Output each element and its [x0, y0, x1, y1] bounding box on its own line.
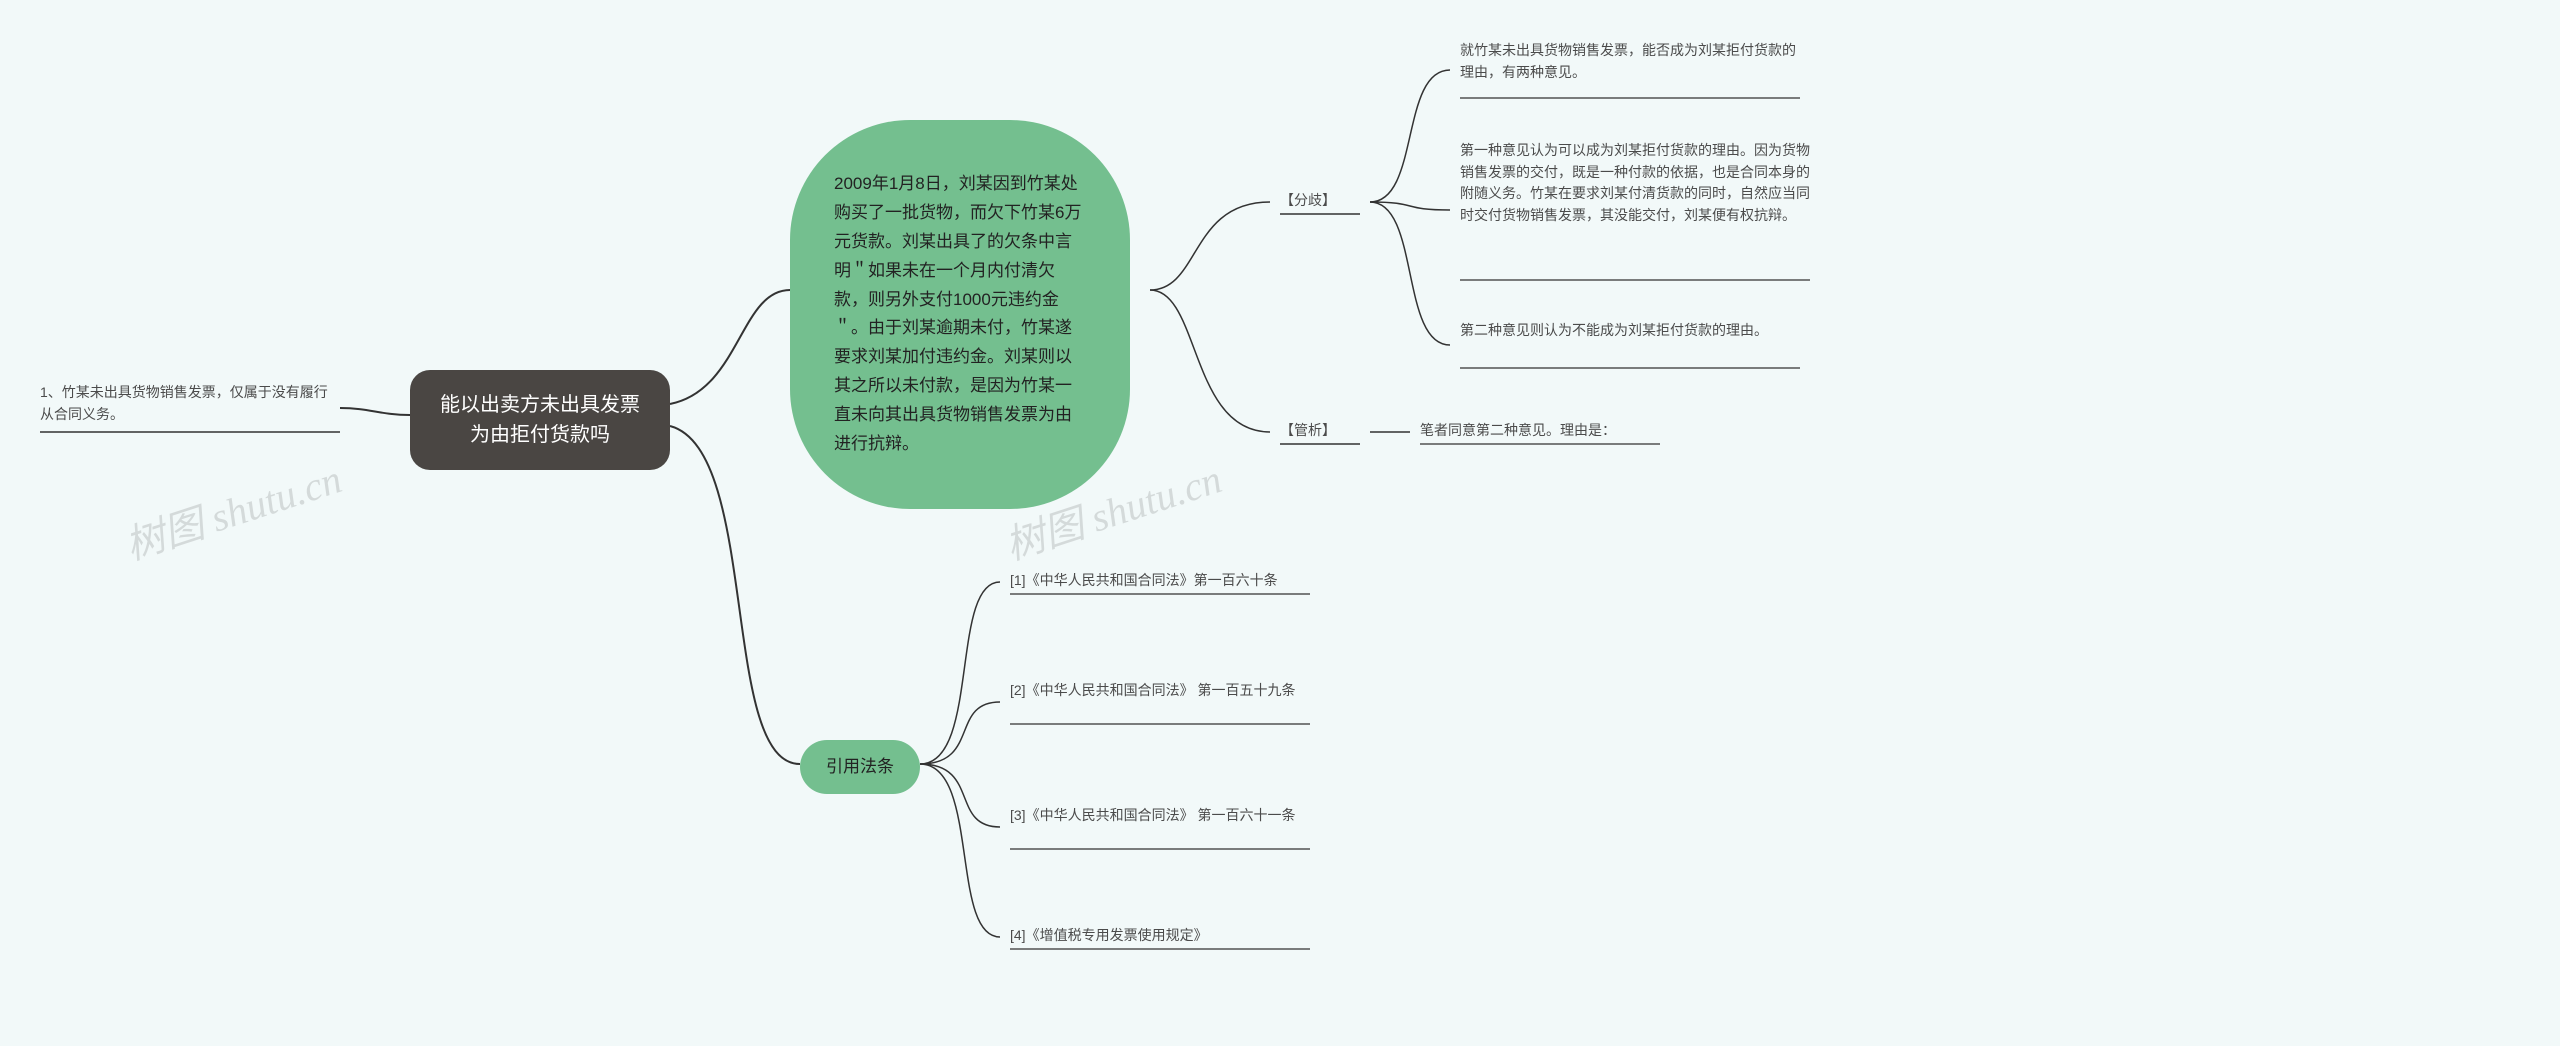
law-ref-2[interactable]: [2]《中华人民共和国合同法》 第一百五十九条 [1010, 680, 1320, 702]
law-node[interactable]: 引用法条 [800, 740, 920, 794]
analysis-child[interactable]: 笔者同意第二种意见。理由是： [1420, 420, 1660, 442]
divergence-opinion-2[interactable]: 第二种意见则认为不能成为刘某拒付货款的理由。 [1460, 320, 1800, 342]
root-node[interactable]: 能以出卖方未出具发票为由拒付货款吗 [410, 370, 670, 470]
case-node[interactable]: 2009年1月8日，刘某因到竹某处购买了一批货物，而欠下竹某6万元货款。刘某出具… [790, 120, 1130, 509]
divergence-text: 【分歧】 [1280, 190, 1336, 212]
divergence-opinion-intro[interactable]: 就竹某未出具货物销售发票，能否成为刘某拒付货款的理由，有两种意见。 [1460, 40, 1800, 83]
root-label: 能以出卖方未出具发票为由拒付货款吗 [438, 390, 642, 450]
divergence-label[interactable]: 【分歧】 [1280, 190, 1360, 212]
divergence-opinion-1[interactable]: 第一种意见认为可以成为刘某拒付货款的理由。因为货物销售发票的交付，既是一种付款的… [1460, 140, 1810, 227]
left-leaf-text: 1、竹某未出具货物销售发票，仅属于没有履行从合同义务。 [40, 382, 340, 425]
law-ref-1[interactable]: [1]《中华人民共和国合同法》第一百六十条 [1010, 570, 1320, 592]
law-ref-3[interactable]: [3]《中华人民共和国合同法》 第一百六十一条 [1010, 805, 1320, 827]
case-text: 2009年1月8日，刘某因到竹某处购买了一批货物，而欠下竹某6万元货款。刘某出具… [834, 170, 1086, 459]
connectors [0, 0, 2560, 1046]
law-label: 引用法条 [826, 754, 894, 780]
watermark: 树图 shutu.cn [117, 447, 348, 572]
analysis-label[interactable]: 【管析】 [1280, 420, 1360, 442]
left-leaf[interactable]: 1、竹某未出具货物销售发票，仅属于没有履行从合同义务。 [40, 382, 340, 425]
law-ref-4[interactable]: [4]《增值税专用发票使用规定》 [1010, 925, 1320, 947]
